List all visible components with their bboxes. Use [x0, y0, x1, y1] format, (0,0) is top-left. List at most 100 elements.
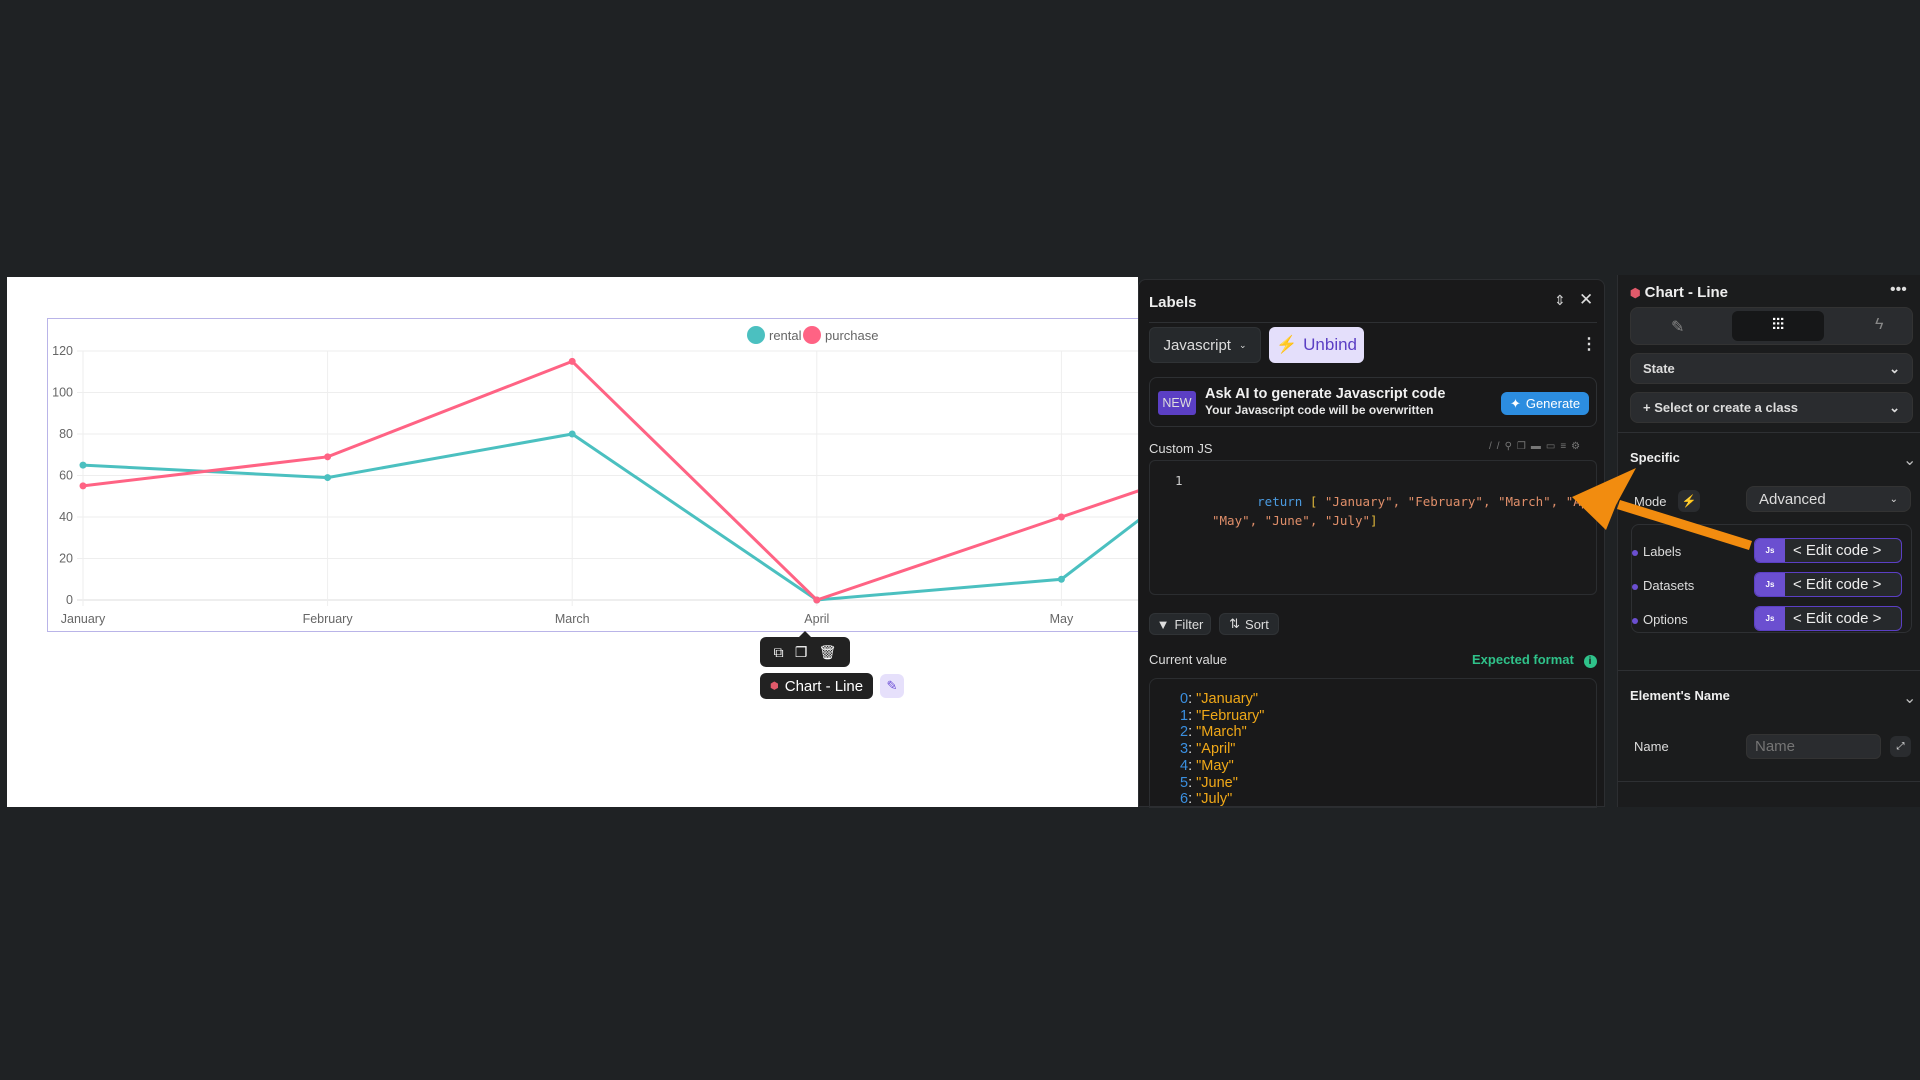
code-keyword: return	[1257, 494, 1303, 509]
copy-icon[interactable]: ❐	[1516, 441, 1531, 452]
plus-icon: +	[1643, 400, 1655, 415]
expand-icon[interactable]: ⤢	[1890, 736, 1911, 757]
chevron-down-icon[interactable]: ⌄	[1903, 452, 1917, 469]
x-tick-label: May	[1050, 612, 1074, 626]
class-dropdown[interactable]: + Select or create a class ⌄	[1630, 392, 1913, 423]
current-value-item: 5: "June"	[1180, 774, 1238, 791]
series-line-purchase	[82, 359, 1138, 602]
data-point-rental	[1057, 575, 1065, 583]
code-toolbar[interactable]: //⚲❐▬▭≡⚙	[1489, 441, 1585, 452]
name-input[interactable]	[1746, 734, 1881, 759]
current-value-item: 1: "February"	[1180, 707, 1265, 724]
bind-icon[interactable]: ✎	[880, 674, 904, 698]
language-select[interactable]: Javascript ⌄	[1149, 327, 1261, 363]
chevron-down-icon: ⌄	[1889, 399, 1900, 415]
duplicate-icon[interactable]: ❐	[794, 643, 808, 660]
current-value-item: 0: "January"	[1180, 691, 1259, 707]
data-point-rental	[79, 461, 87, 469]
current-value-item: 6: "July"	[1180, 791, 1233, 808]
line-chart[interactable]: 0 20 40 60 80 100 120 January February March April…	[7, 277, 1138, 807]
current-value-item: 4: "May"	[1180, 757, 1234, 774]
chevron-down-icon[interactable]: ⌄	[1903, 690, 1917, 707]
legend-label-purchase: purchase	[825, 328, 878, 343]
y-tick-label: 60	[59, 469, 73, 483]
mode-select[interactable]: Advanced ⌄	[1746, 486, 1911, 512]
search-icon[interactable]: ⚲	[1504, 441, 1517, 452]
editor-canvas: 0 20 40 60 80 100 120 January February March April…	[7, 277, 1138, 807]
expand-icon[interactable]: ⇕	[1554, 292, 1566, 308]
more-options-icon[interactable]: ⋮	[1581, 336, 1597, 353]
data-point-purchase	[324, 453, 332, 461]
y-tick-label: 80	[59, 427, 73, 441]
generate-button[interactable]: ✦ Generate	[1501, 392, 1589, 415]
data-point-purchase	[813, 596, 821, 604]
data-point-purchase	[1057, 513, 1065, 521]
data-point-rental	[568, 430, 576, 438]
tab-settings-sliders-icon[interactable]: ⫶⫶⫶	[1732, 311, 1824, 341]
edit-code-button[interactable]: Js < Edit code >	[1754, 572, 1902, 597]
x-tick-label: January	[61, 612, 106, 626]
x-tick-label: February	[303, 612, 354, 626]
edit-code-button[interactable]: Js < Edit code >	[1754, 606, 1902, 631]
name-label: Name	[1634, 739, 1669, 754]
sort-button[interactable]: ⇅ Sort	[1219, 613, 1279, 635]
filter-icon: ▼	[1156, 616, 1170, 632]
props-group	[1631, 524, 1912, 633]
line-number: 1	[1175, 473, 1183, 488]
sidebar-tabs: ✎ ⫶⫶⫶ ϟ	[1630, 307, 1913, 345]
element-chip[interactable]: ⬢ Chart - Line	[760, 673, 874, 699]
folder-open-icon[interactable]: ▭	[1545, 441, 1561, 452]
custom-js-label: Custom JS	[1149, 441, 1213, 456]
properties-sidebar: ⬢ Chart - Line ••• ✎ ⫶⫶⫶ ϟ State ⌄ + Sele…	[1617, 275, 1920, 807]
edit-code-button[interactable]: Js < Edit code >	[1754, 538, 1902, 563]
current-value-list: 0: "January" 1: "February" 2: "March" 3: "A…	[1149, 678, 1597, 808]
y-tick-label: 40	[59, 510, 73, 524]
code-editor[interactable]: 1 return [ "January", "February", "March…	[1149, 460, 1626, 595]
trash-icon[interactable]: 🗑	[818, 643, 837, 660]
legend-label-rental: rental	[769, 328, 802, 343]
bound-dot	[1632, 618, 1638, 624]
more-icon[interactable]: •••	[1890, 281, 1907, 298]
data-point-purchase	[568, 357, 576, 365]
settings-icon[interactable]: ⚙	[1571, 441, 1586, 452]
legend-swatch-rental	[747, 326, 765, 344]
unplug-icon: ⚡	[1275, 335, 1298, 354]
ai-subtitle: Your Javascript code will be overwritten	[1205, 403, 1434, 417]
x-tick-label: April	[804, 612, 829, 626]
bind-mode-icon[interactable]: ⚡	[1678, 490, 1700, 512]
chevron-down-icon: ⌄	[1889, 360, 1900, 376]
ai-title: Ask AI to generate Javascript code	[1205, 386, 1446, 402]
current-value-item: 2: "March"	[1180, 724, 1247, 741]
format-icon[interactable]: ≡	[1560, 441, 1572, 452]
y-tick-label: 0	[66, 593, 73, 607]
y-tick-label: 120	[52, 344, 73, 358]
x-tick-label: March	[555, 612, 590, 626]
prop-label: Datasets	[1643, 578, 1695, 593]
close-icon[interactable]: ✕	[1579, 290, 1594, 309]
y-tick-label: 20	[59, 552, 73, 566]
chart-icon: ⬢	[770, 680, 779, 692]
state-dropdown[interactable]: State ⌄	[1630, 353, 1913, 384]
filter-button[interactable]: ▼ Filter	[1149, 613, 1211, 635]
unbind-button[interactable]: ⚡ Unbind	[1269, 327, 1364, 363]
bound-dot	[1632, 550, 1638, 556]
chart-selection-border	[47, 318, 1138, 632]
tab-style-pencil-icon[interactable]: ✎	[1671, 319, 1685, 336]
folder-icon[interactable]: ▬	[1530, 441, 1546, 452]
specific-section-header[interactable]: Specific	[1630, 450, 1680, 465]
comment-icon[interactable]: //	[1489, 441, 1505, 452]
element-name-section-header[interactable]: Element's Name	[1630, 688, 1730, 703]
ai-banner: NEW Ask AI to generate Javascript code Y…	[1149, 377, 1597, 427]
chevron-down-icon: ⌄	[1889, 493, 1898, 505]
expected-format-link[interactable]: Expected format i	[1472, 652, 1597, 668]
prop-label: Options	[1643, 612, 1688, 627]
tab-workflow-bolt-icon[interactable]: ϟ	[1875, 316, 1884, 333]
add-layout-icon[interactable]: ⧉	[773, 643, 784, 660]
code-line-1: "January", "February", "March", "April",	[1317, 494, 1626, 509]
current-value-item: 3: "April"	[1180, 741, 1236, 758]
prop-label: Labels	[1643, 544, 1682, 559]
data-point-purchase	[79, 482, 87, 490]
sparkle-icon: ✦	[1509, 395, 1521, 411]
data-point-rental	[324, 474, 332, 482]
panel-title: Labels	[1149, 294, 1197, 311]
